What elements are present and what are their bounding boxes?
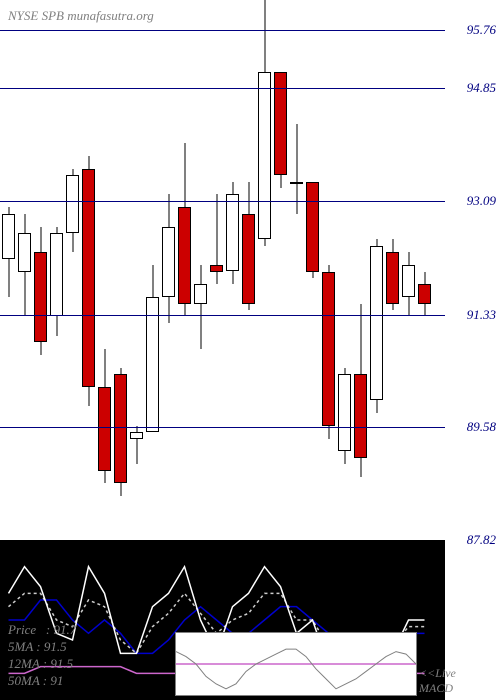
ma5-row: 5MA : 91.5 <box>8 639 76 656</box>
candle-body <box>402 265 415 297</box>
axis-label: 94.85 <box>467 80 496 96</box>
candle-body <box>306 182 319 272</box>
axis-label: 91.33 <box>467 307 496 323</box>
candle-body <box>66 175 79 233</box>
macd-path <box>176 649 416 689</box>
candle-body <box>34 252 47 342</box>
macd-box <box>175 632 417 696</box>
candle-body <box>242 214 255 304</box>
candle-body <box>354 374 367 458</box>
macd-line <box>176 633 416 695</box>
ma12-row: 12MA : 91.5 <box>8 656 76 673</box>
candle-body <box>386 252 399 303</box>
candle-body <box>50 233 63 317</box>
candle-body <box>290 182 303 184</box>
candle-body <box>178 207 191 303</box>
candle-body <box>370 246 383 400</box>
gridline <box>0 30 445 31</box>
candle-body <box>258 72 271 239</box>
candle-body <box>162 227 175 298</box>
candle-body <box>338 374 351 451</box>
candle-body <box>98 387 111 471</box>
axis-label: 95.76 <box>467 22 496 38</box>
candle-body <box>322 272 335 426</box>
gridline <box>0 88 445 89</box>
candle-body <box>194 284 207 303</box>
candle-body <box>2 214 15 259</box>
macd-label: <<Live MACD <box>419 666 479 696</box>
gridline <box>0 201 445 202</box>
candle-body <box>18 233 31 272</box>
gridline <box>0 315 445 316</box>
axis-label: 93.09 <box>467 193 496 209</box>
gridline <box>0 427 445 428</box>
candle-body <box>210 265 223 271</box>
price-row: Price : 91.7 <box>8 622 76 639</box>
ma50-row: 50MA : 91 <box>8 673 76 690</box>
candle-body <box>114 374 127 483</box>
candle-body <box>146 297 159 432</box>
chart-container: NYSE SPB munafasutra.org 95.7694.8593.09… <box>0 0 500 700</box>
candle-wick <box>296 124 297 214</box>
axis-label: 87.82 <box>467 532 496 548</box>
candle-body <box>130 432 143 438</box>
candle-body <box>226 194 239 271</box>
info-box: Price : 91.7 5MA : 91.5 12MA : 91.5 50MA… <box>8 622 76 690</box>
candle-wick <box>200 265 201 349</box>
axis-label: 89.58 <box>467 419 496 435</box>
candle-body <box>418 284 431 303</box>
